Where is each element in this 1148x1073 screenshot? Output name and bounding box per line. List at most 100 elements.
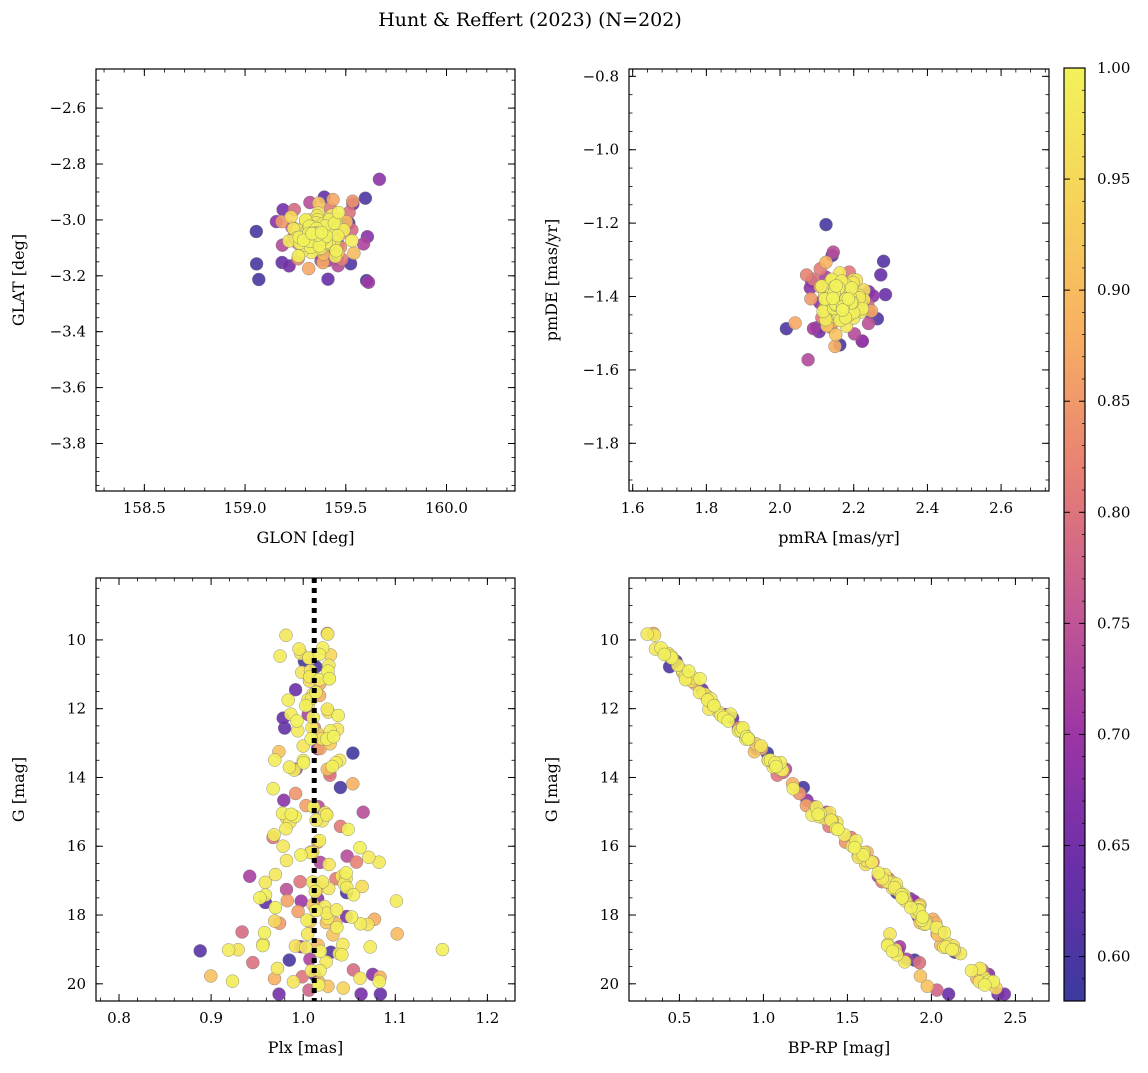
star-point (281, 693, 295, 707)
star-point (330, 920, 344, 935)
star-point (321, 627, 335, 641)
star-point (801, 353, 815, 367)
y-axis-label: G [mag] (542, 757, 561, 822)
star-point (279, 853, 294, 868)
star-point (204, 969, 218, 983)
star-point (282, 953, 296, 967)
star-point (912, 955, 927, 970)
y-tick-label: 10 (67, 631, 86, 649)
star-point (320, 808, 334, 822)
star-point (284, 807, 298, 821)
star-point (268, 914, 282, 928)
star-point (786, 782, 800, 796)
y-tick-label: −3.8 (50, 434, 86, 452)
star-point (871, 866, 885, 880)
x-tick-label: 0.8 (107, 1009, 131, 1027)
x-axis-label: BP-RP [mag] (788, 1038, 890, 1057)
star-point (331, 708, 345, 723)
star-point (355, 879, 369, 894)
x-tick-label: 2.4 (915, 499, 939, 517)
x-tick-label: 2.5 (1003, 1009, 1027, 1027)
star-point (819, 217, 833, 232)
y-tick-label: −1.4 (583, 288, 619, 306)
star-point (721, 714, 735, 728)
scatter-points (779, 217, 893, 367)
star-point (339, 866, 353, 880)
star-point (693, 672, 707, 686)
star-point (336, 981, 350, 995)
star-point (299, 940, 313, 955)
star-point (284, 210, 298, 224)
scatter-points (249, 172, 387, 289)
y-tick-label: 16 (600, 837, 619, 855)
x-tick-label: 2.6 (989, 499, 1013, 517)
star-point (291, 904, 305, 919)
colorbar-tick-label: 0.60 (1097, 948, 1130, 966)
star-point (361, 275, 376, 289)
star-point (913, 969, 928, 983)
star-point (249, 224, 263, 239)
star-point (292, 642, 306, 656)
star-point (819, 255, 833, 269)
star-point (372, 172, 387, 187)
proper-motion-panel: 1.6 1.8 2.0 2.2 2.4 2.6 −1.8 −1.6 −1.4 −1.2 −1.0 −0… (542, 67, 1050, 547)
star-point (253, 891, 267, 905)
y-tick-label: 18 (67, 906, 86, 924)
star-point (249, 257, 264, 271)
star-point (273, 649, 287, 663)
y-tick-label: −3.0 (50, 211, 86, 229)
scatter-points (193, 626, 450, 1001)
axes-frame (95, 577, 516, 1002)
x-axis-label: pmRA [mas/yr] (778, 528, 900, 547)
x-tick-label: 1.0 (291, 1009, 315, 1027)
y-tick-label: 20 (600, 975, 619, 993)
star-point (356, 805, 370, 819)
star-point (978, 978, 992, 992)
star-point (288, 683, 303, 697)
y-axis-label: G [mag] (9, 757, 28, 822)
star-point (266, 782, 280, 796)
colorbar-tick-label: 0.95 (1097, 170, 1130, 188)
star-point (270, 961, 285, 976)
colorbar-tick-label: 0.80 (1097, 503, 1130, 521)
star-point (826, 291, 840, 306)
star-point (945, 942, 959, 957)
star-point (847, 841, 862, 855)
x-tick-label: 159.0 (224, 499, 267, 517)
star-point (322, 857, 336, 872)
x-tick-label: 1.1 (383, 1009, 407, 1027)
star-point (389, 894, 404, 908)
y-tick-label: −3.4 (50, 323, 86, 341)
star-point (804, 292, 818, 306)
y-tick-label: −1.2 (583, 214, 619, 232)
star-point (293, 875, 307, 889)
colorbar-tick-label: 0.75 (1097, 614, 1130, 632)
star-point (280, 894, 294, 908)
x-tick-label: 1.2 (475, 1009, 499, 1027)
star-point (806, 321, 821, 336)
y-tick-label: 16 (67, 837, 86, 855)
star-point (826, 245, 840, 259)
x-tick-label: 1.0 (751, 1009, 775, 1027)
star-point (272, 987, 286, 1001)
star-point (895, 891, 909, 905)
star-point (831, 822, 845, 837)
star-point (344, 910, 359, 924)
colorbar-tick-label: 0.90 (1097, 281, 1130, 299)
star-point (325, 759, 339, 774)
y-tick-label: −1.6 (583, 361, 619, 379)
x-tick-label: 0.5 (667, 1009, 691, 1027)
x-tick-label: 158.5 (123, 499, 166, 517)
star-point (657, 647, 671, 662)
scatter-points (640, 626, 1012, 1001)
star-point (277, 793, 291, 807)
parallax-magnitude-panel: 0.8 0.9 1.0 1.1 1.2 10 12 14 16 18 20 Plx [mas] G [m… (9, 577, 516, 1057)
star-point (282, 760, 297, 774)
star-point (346, 746, 360, 760)
colorbar-tick-label: 0.65 (1097, 837, 1130, 855)
star-point (322, 672, 337, 686)
star-point (246, 955, 260, 970)
star-point (291, 249, 306, 263)
star-point (320, 702, 334, 716)
star-point (329, 244, 343, 258)
